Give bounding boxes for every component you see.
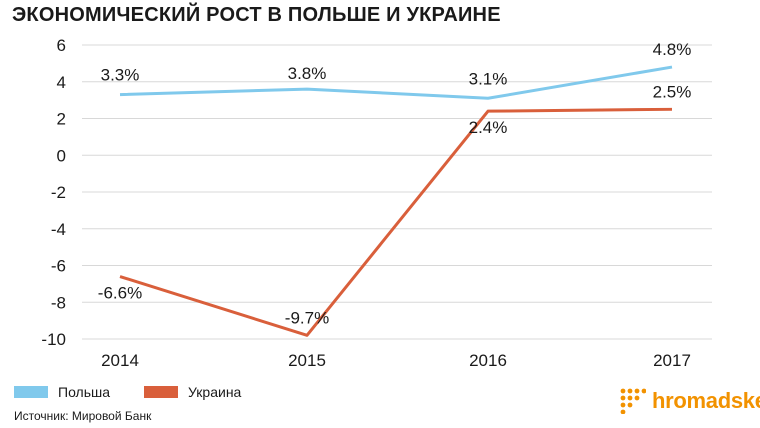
x-tick-label: 2015 (288, 351, 326, 370)
data-label: 3.8% (288, 64, 327, 83)
legend-swatch-ukraine (144, 386, 179, 398)
poland-line (119, 65, 673, 100)
legend-swatch-poland (14, 386, 48, 398)
line-chart: 6 4 2 0 -2 -4 -6 -8 -10 2014 2015 2016 2017 3.3% 3.8… (41, 36, 712, 370)
source-note: Источник: Мировой Банк (14, 409, 152, 423)
y-tick-label: -2 (51, 183, 66, 202)
legend-label-poland: Польша (58, 384, 111, 400)
x-tick-label: 2017 (653, 351, 691, 370)
dots-logo-icon (620, 388, 646, 414)
data-label: 2.5% (653, 82, 692, 101)
chart-title: ЭКОНОМИЧЕСКИЙ РОСТ В ПОЛЬШЕ И УКРАИНЕ (12, 4, 501, 26)
y-tick-label: -6 (51, 257, 66, 276)
y-tick-label: 6 (57, 36, 66, 55)
data-label: 3.3% (101, 66, 140, 85)
data-label: -6.6% (98, 284, 142, 303)
legend: Польша Украина (14, 384, 275, 400)
data-label: -9.7% (285, 308, 329, 327)
x-tick-label: 2016 (469, 351, 507, 370)
y-tick-label: 2 (57, 110, 66, 129)
data-label: 4.8% (653, 40, 692, 59)
y-tick-label: -4 (51, 220, 66, 239)
data-label: 2.4% (469, 118, 508, 137)
y-tick-label: 0 (57, 146, 66, 165)
logo-text: hromadske (652, 388, 760, 413)
legend-item-ukraine: Украина (144, 384, 241, 400)
legend-item-poland: Польша (14, 384, 110, 400)
x-tick-label: 2014 (101, 351, 139, 370)
y-tick-label: -10 (41, 330, 66, 349)
data-label: 3.1% (469, 69, 508, 88)
legend-label-ukraine: Украина (188, 384, 242, 400)
y-tick-label: 4 (57, 73, 66, 92)
ukraine-line (119, 107, 673, 337)
y-tick-label: -8 (51, 293, 66, 312)
hromadske-logo: hromadske (620, 388, 760, 414)
